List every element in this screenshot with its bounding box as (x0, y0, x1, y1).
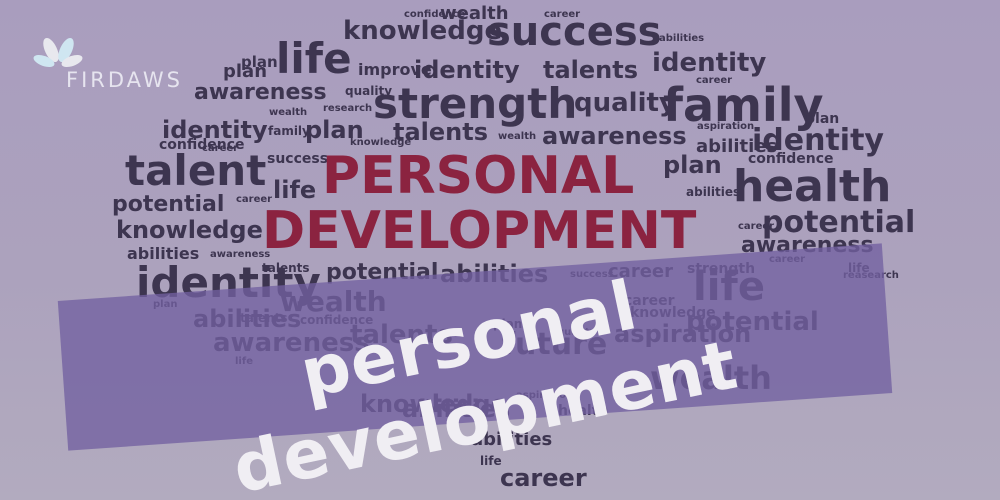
cloud-word: research (323, 103, 373, 114)
cloud-word: success (487, 9, 662, 55)
cloud-word: wealth (440, 3, 509, 24)
cloud-word: life (480, 454, 502, 468)
cloud-word: knowledge (343, 16, 503, 46)
cloud-word: career (500, 464, 587, 492)
cloud-word: success (267, 151, 329, 167)
cloud-word: confidence (159, 137, 245, 153)
cloud-word: abilities (696, 136, 778, 157)
headline-line-1: PERSONAL (322, 146, 635, 206)
cloud-word: abilities (686, 185, 741, 199)
cloud-word: awareness (542, 122, 687, 150)
cloud-word: talents (262, 261, 310, 275)
brand-name: FIRDAWS (66, 68, 183, 92)
cloud-word: quality (574, 88, 676, 118)
cloud-word: knowledge (116, 216, 263, 244)
cloud-word: confidence (748, 151, 834, 167)
cloud-word: life (273, 176, 317, 204)
cloud-word: career (202, 143, 239, 154)
cloud-word: strength (373, 79, 578, 128)
cloud-word: plan (241, 53, 278, 71)
cloud-word: identity (162, 116, 268, 144)
headline-line-2: DEVELOPMENT (262, 201, 697, 261)
cloud-word: wealth (498, 131, 537, 142)
cloud-word: potential (112, 192, 225, 217)
cloud-word: confidence (404, 9, 466, 20)
cloud-word: knowledge (350, 137, 412, 148)
cloud-word: improve (358, 60, 432, 79)
cloud-word: career (236, 194, 273, 205)
cloud-word: talent (125, 146, 267, 195)
cloud-word: potential (762, 205, 916, 240)
cloud-word: family (663, 78, 824, 132)
cloud-word: quality (345, 84, 393, 98)
cloud-word: identity (652, 48, 767, 78)
cloud-word: identity (414, 56, 520, 84)
cloud-word: aspiration (697, 121, 755, 132)
cloud-word: life (276, 34, 352, 83)
cloud-word: career (544, 9, 581, 20)
cloud-word: awareness (194, 80, 327, 105)
cloud-word: family (268, 124, 310, 138)
cloud-word: awareness (210, 249, 271, 260)
brand-logo: FIRDAWS (28, 28, 198, 98)
cloud-word: abilities (659, 33, 705, 44)
cloud-word: plan (305, 116, 364, 144)
cloud-word: career (696, 75, 733, 86)
cloud-word: career (738, 221, 775, 232)
cloud-word: talents (543, 56, 639, 84)
cloud-word: identity (752, 123, 884, 158)
flower-logo-icon (33, 37, 83, 68)
cloud-word: plan (223, 61, 268, 82)
cloud-word: talents (393, 118, 489, 146)
cloud-word: plan (663, 151, 722, 179)
cloud-word: health (733, 161, 892, 212)
cloud-word: plan (805, 111, 840, 127)
cloud-word: abilities (127, 244, 200, 263)
cloud-word: wealth (269, 107, 308, 118)
cloud-word: abilities (471, 429, 553, 450)
